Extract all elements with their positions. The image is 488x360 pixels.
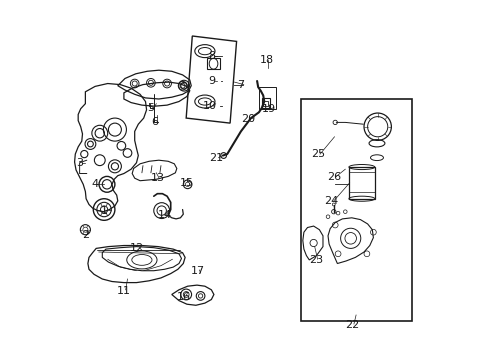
- Text: 26: 26: [327, 172, 341, 182]
- Text: 8: 8: [208, 51, 215, 61]
- Text: 5: 5: [147, 103, 154, 113]
- Bar: [301, 99, 411, 321]
- Text: 1: 1: [101, 206, 108, 216]
- Text: 19: 19: [262, 104, 276, 114]
- Text: 11: 11: [117, 286, 131, 296]
- Text: 6: 6: [151, 117, 159, 127]
- Text: 10: 10: [203, 101, 217, 111]
- Text: 12: 12: [130, 243, 144, 253]
- Text: 20: 20: [241, 114, 255, 124]
- Text: 22: 22: [345, 320, 359, 330]
- Bar: [263, 101, 267, 106]
- Text: 14: 14: [157, 210, 171, 220]
- Text: 23: 23: [308, 255, 322, 265]
- Bar: [261, 98, 269, 108]
- Text: 13: 13: [150, 173, 164, 183]
- Text: 18: 18: [259, 55, 273, 66]
- Text: 15: 15: [180, 178, 194, 188]
- Text: 3: 3: [76, 158, 83, 168]
- Text: 24: 24: [324, 196, 338, 206]
- Text: 25: 25: [311, 149, 325, 159]
- Text: 9: 9: [208, 76, 215, 86]
- Bar: [206, 58, 220, 69]
- Text: 7: 7: [237, 80, 244, 90]
- Text: 4: 4: [91, 179, 99, 189]
- Text: 16: 16: [177, 292, 191, 302]
- Text: 17: 17: [190, 266, 204, 276]
- Bar: [348, 167, 374, 199]
- Bar: [258, 87, 276, 109]
- Text: 2: 2: [81, 230, 89, 240]
- Text: 21: 21: [209, 153, 223, 163]
